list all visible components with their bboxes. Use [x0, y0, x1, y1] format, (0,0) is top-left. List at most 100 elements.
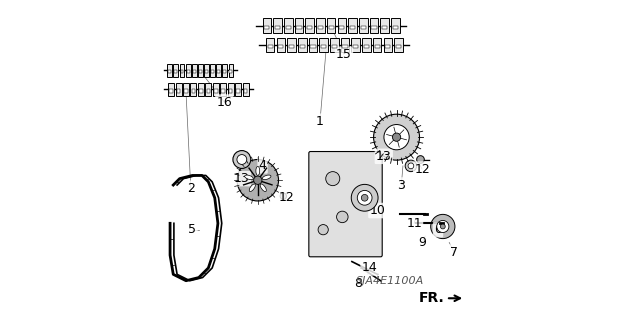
Polygon shape: [382, 26, 387, 29]
Polygon shape: [284, 18, 292, 33]
Text: 9: 9: [418, 236, 426, 249]
Polygon shape: [318, 26, 323, 29]
Polygon shape: [340, 38, 349, 52]
Polygon shape: [175, 70, 177, 73]
Polygon shape: [348, 18, 357, 33]
Polygon shape: [351, 38, 360, 52]
Polygon shape: [168, 70, 172, 73]
Polygon shape: [380, 18, 389, 33]
Polygon shape: [180, 64, 184, 77]
FancyBboxPatch shape: [309, 152, 382, 257]
Circle shape: [351, 184, 378, 211]
Polygon shape: [370, 18, 378, 33]
Polygon shape: [287, 38, 296, 52]
Polygon shape: [199, 70, 202, 73]
Circle shape: [253, 176, 262, 184]
Polygon shape: [374, 45, 380, 48]
Polygon shape: [278, 45, 284, 48]
Circle shape: [362, 194, 368, 201]
Polygon shape: [213, 83, 219, 96]
Circle shape: [374, 114, 420, 160]
Polygon shape: [275, 26, 280, 29]
Polygon shape: [170, 89, 173, 93]
Ellipse shape: [256, 167, 260, 175]
Circle shape: [233, 151, 251, 168]
Text: 7: 7: [450, 246, 458, 258]
Circle shape: [417, 156, 424, 163]
Polygon shape: [328, 26, 333, 29]
Polygon shape: [198, 64, 203, 77]
Polygon shape: [186, 64, 191, 77]
Polygon shape: [243, 83, 248, 96]
Polygon shape: [359, 18, 367, 33]
Polygon shape: [361, 26, 366, 29]
Polygon shape: [316, 18, 324, 33]
Text: 15: 15: [336, 48, 352, 61]
Polygon shape: [308, 38, 317, 52]
Text: 10: 10: [369, 204, 385, 217]
Polygon shape: [207, 89, 210, 93]
Circle shape: [280, 193, 287, 199]
Polygon shape: [235, 83, 241, 96]
Circle shape: [318, 225, 328, 235]
Polygon shape: [362, 38, 371, 52]
Polygon shape: [298, 38, 307, 52]
Polygon shape: [167, 64, 172, 77]
Text: 4: 4: [259, 160, 266, 172]
Polygon shape: [396, 45, 401, 48]
Polygon shape: [205, 70, 208, 73]
Polygon shape: [385, 45, 390, 48]
Circle shape: [405, 160, 417, 172]
Ellipse shape: [249, 184, 255, 192]
Polygon shape: [332, 45, 337, 48]
Polygon shape: [394, 38, 403, 52]
Polygon shape: [187, 70, 189, 73]
Polygon shape: [264, 26, 269, 29]
Polygon shape: [268, 45, 273, 48]
Polygon shape: [180, 70, 184, 73]
Ellipse shape: [244, 175, 253, 180]
Text: 8: 8: [355, 278, 362, 290]
Polygon shape: [285, 26, 291, 29]
Polygon shape: [210, 64, 215, 77]
Polygon shape: [383, 38, 392, 52]
Polygon shape: [193, 70, 196, 73]
Polygon shape: [319, 38, 328, 52]
Polygon shape: [266, 38, 275, 52]
Text: 14: 14: [362, 262, 378, 274]
Circle shape: [237, 155, 247, 164]
Polygon shape: [262, 18, 271, 33]
Text: 5: 5: [188, 223, 196, 236]
Circle shape: [440, 224, 445, 229]
Circle shape: [337, 211, 348, 223]
Circle shape: [326, 172, 340, 186]
Polygon shape: [211, 70, 214, 73]
Circle shape: [392, 133, 401, 141]
Circle shape: [408, 163, 414, 169]
Polygon shape: [296, 26, 301, 29]
Polygon shape: [229, 89, 232, 93]
Polygon shape: [191, 83, 196, 96]
Text: FR.: FR.: [419, 291, 444, 305]
Polygon shape: [236, 89, 240, 93]
Polygon shape: [191, 89, 195, 93]
Circle shape: [436, 220, 449, 233]
Ellipse shape: [260, 184, 266, 192]
Polygon shape: [321, 45, 326, 48]
Polygon shape: [350, 26, 355, 29]
Polygon shape: [364, 45, 369, 48]
Polygon shape: [192, 64, 196, 77]
Text: 13: 13: [234, 172, 250, 185]
Polygon shape: [230, 70, 232, 73]
Polygon shape: [217, 70, 220, 73]
Polygon shape: [339, 26, 344, 29]
Polygon shape: [216, 64, 221, 77]
Polygon shape: [198, 83, 204, 96]
Polygon shape: [199, 89, 203, 93]
Text: 16: 16: [216, 96, 232, 108]
Polygon shape: [221, 89, 225, 93]
Circle shape: [384, 124, 409, 150]
Polygon shape: [305, 18, 314, 33]
Text: 3: 3: [397, 179, 405, 191]
Polygon shape: [391, 18, 400, 33]
